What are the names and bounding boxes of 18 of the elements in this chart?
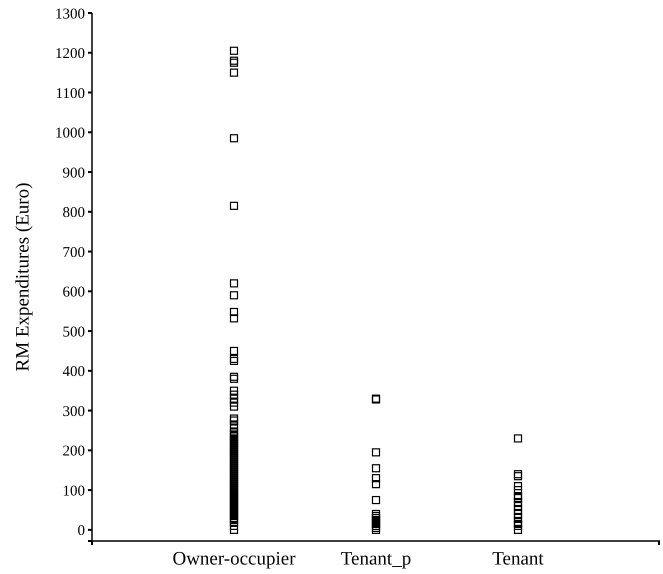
y-tick-label: 0 xyxy=(78,523,85,540)
x-tick-label: Owner-occupier xyxy=(172,548,296,570)
y-tick-label: 100 xyxy=(62,483,85,500)
y-tick-label: 1100 xyxy=(56,86,85,102)
y-tick-label: 800 xyxy=(62,205,85,222)
y-tick-label: 300 xyxy=(62,404,85,420)
y-tick-label: 500 xyxy=(62,324,85,340)
y-tick-label: 700 xyxy=(62,244,85,261)
x-tick-label: Tenant xyxy=(492,548,544,570)
y-tick-label: 600 xyxy=(62,284,85,301)
y-tick-label: 1300 xyxy=(55,6,85,22)
y-tick-label: 200 xyxy=(62,444,85,460)
y-tick-label: 400 xyxy=(62,364,85,380)
x-tick-label: Tenant_p xyxy=(340,548,412,570)
y-axis-title: RM Expenditures (Euro) xyxy=(12,182,34,372)
y-tick-label: 900 xyxy=(62,165,85,182)
y-tick-label: 1200 xyxy=(55,46,85,62)
y-tick-label: 1000 xyxy=(55,126,85,142)
